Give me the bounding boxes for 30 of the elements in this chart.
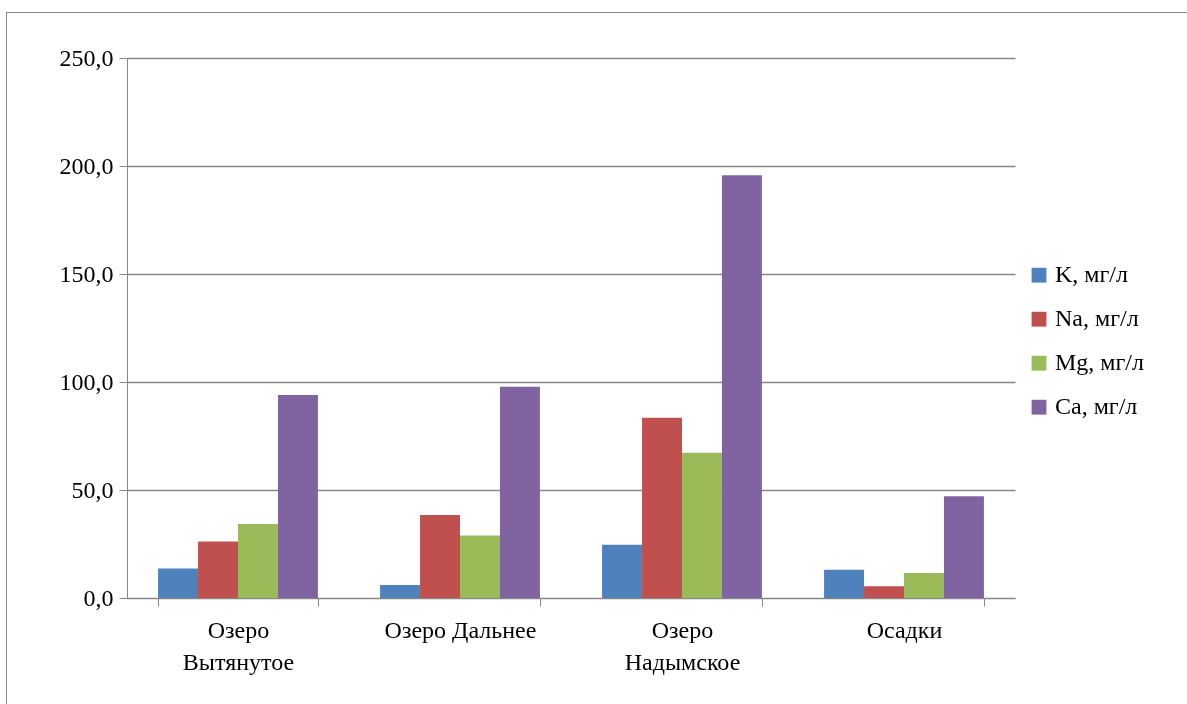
- x-tick-label: Осадки: [866, 616, 943, 643]
- bar: [460, 535, 500, 598]
- y-tick-label: 50,0: [71, 476, 114, 503]
- bar: [943, 496, 984, 598]
- legend-label: Na, мг/л: [1055, 305, 1139, 332]
- bar: [642, 417, 682, 598]
- bar: [198, 541, 238, 598]
- bar: [238, 523, 278, 598]
- y-tick-label: 200,0: [59, 152, 114, 179]
- legend-label: Ca, мг/л: [1055, 393, 1138, 420]
- y-tick-label: 0,0: [83, 584, 114, 611]
- bar: [499, 386, 540, 598]
- bar: [277, 394, 318, 598]
- y-tick-label: 250,0: [59, 44, 114, 71]
- x-tick-label: Озеро Вытянутое: [182, 616, 295, 675]
- y-tick-label: 100,0: [59, 368, 114, 395]
- legend-label: K, мг/л: [1055, 261, 1129, 288]
- bar: [602, 544, 643, 598]
- x-tick-label: Озеро Дальнее: [384, 616, 537, 643]
- bar: [864, 586, 904, 598]
- legend-label: Mg, мг/л: [1055, 349, 1145, 376]
- bar: [682, 452, 722, 598]
- y-tick-label: 150,0: [59, 260, 114, 287]
- bar: [380, 585, 421, 598]
- bar: [158, 568, 199, 598]
- bar: [904, 572, 944, 598]
- bar: [721, 175, 762, 598]
- bar: [824, 569, 865, 598]
- x-tick-label: Озеро Надымское: [624, 616, 741, 675]
- bar: [420, 515, 460, 598]
